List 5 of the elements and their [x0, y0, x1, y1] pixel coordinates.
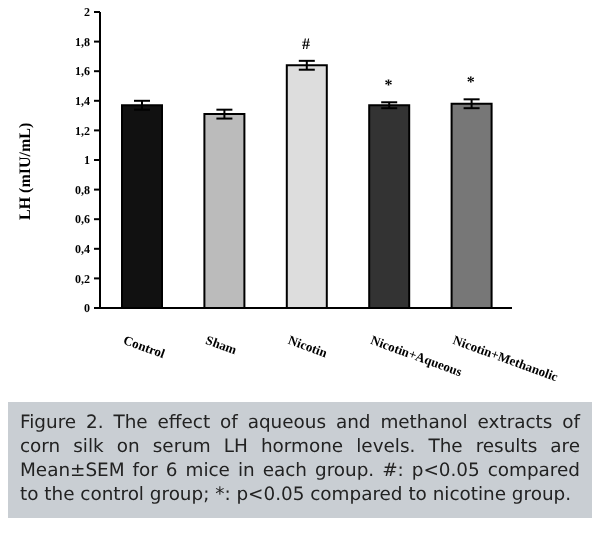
caption: Figure 2. The effect of aqueous and methanol extracts of corn silk on serum LH hormone levels. The results are Mean±SEM for 6 mice in each group. #: p<0.05 compared to the control group; *: p<0.05 compared to nicotine group. [8, 402, 592, 518]
y-axis-title: LH (mIU/mL) [15, 122, 34, 220]
annotation: * [384, 76, 393, 95]
annotation: * [466, 73, 475, 92]
annotation: # [302, 34, 310, 53]
